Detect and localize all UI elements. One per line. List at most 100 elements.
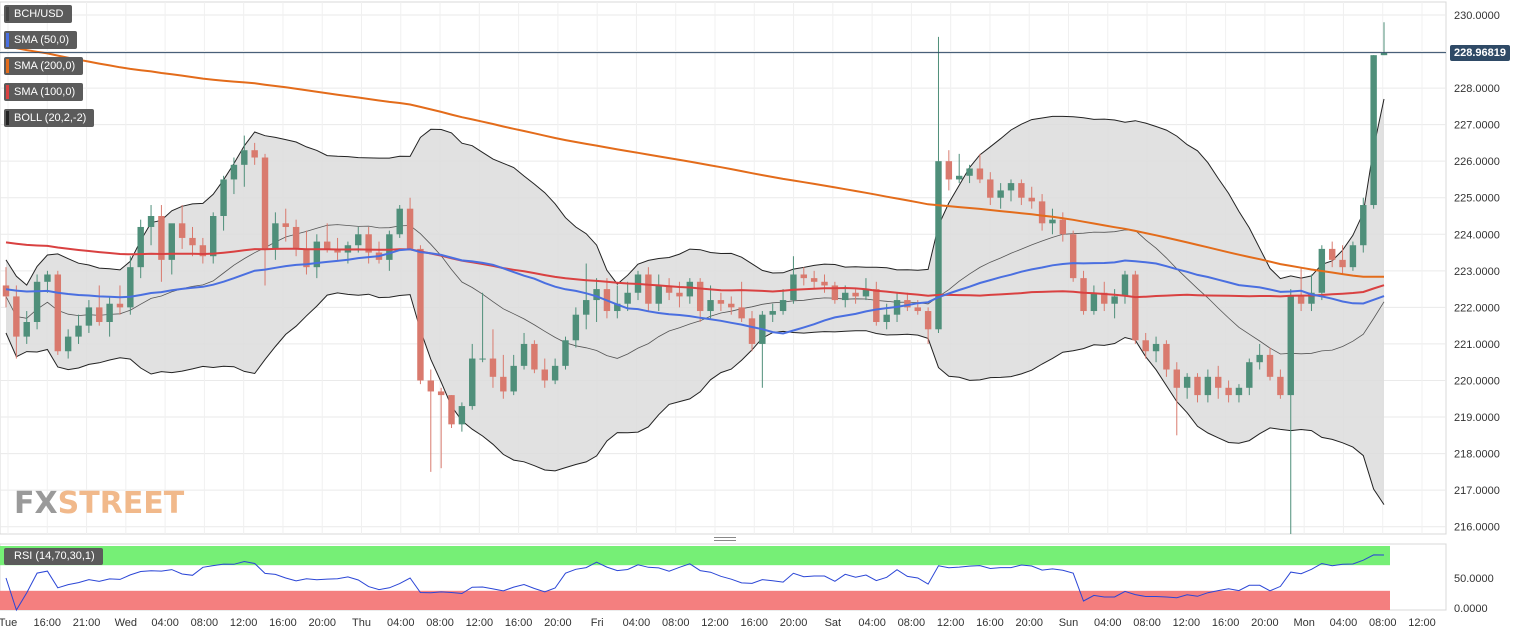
time-tick-label: Fri (591, 617, 604, 629)
legend-item-rsi[interactable]: RSI (14,70,30,1) (4, 548, 103, 565)
bollinger-lower-line (5, 292, 1385, 505)
price-tick-label: 223.0000 (1454, 266, 1500, 278)
candle-down (1328, 248, 1336, 260)
legend-item-sma100[interactable]: SMA (100,0) (4, 83, 84, 101)
time-tick-label: 16:00 (269, 617, 297, 629)
legend-item-sma200[interactable]: SMA (200,0) (4, 57, 84, 75)
sma-100-line (5, 241, 1385, 299)
candle-down (13, 296, 20, 337)
candle-up (1121, 274, 1129, 297)
candle-up (469, 358, 476, 407)
time-tick-label: 08:00 (1133, 617, 1161, 629)
candle-down (500, 376, 507, 392)
legend-label: SMA (100,0) (14, 86, 76, 98)
time-tick-label: 08:00 (426, 617, 454, 629)
price-axis[interactable]: 216.0000 217.0000 218.0000 219.0000 220.0000… (1454, 10, 1500, 534)
rsi-tick-label: 0.0000 (1454, 603, 1488, 615)
candle-up (966, 168, 973, 176)
time-tick-label: 16:00 (976, 617, 1004, 629)
candle-up (23, 322, 30, 337)
candle-up (64, 336, 72, 352)
candle-down (199, 245, 207, 257)
legend-item-sma50[interactable]: SMA (50,0) (4, 31, 78, 49)
rsi-tick-label: 50.0000 (1454, 573, 1494, 585)
candle-down (541, 369, 548, 381)
candle-down (282, 223, 289, 227)
legend-label: SMA (200,0) (14, 60, 76, 72)
candle-up (1183, 376, 1191, 388)
legend-swatch (6, 7, 9, 21)
time-tick-label: 12:00 (1408, 617, 1436, 629)
candle-down (1173, 369, 1180, 388)
time-tick-label: 20:00 (1251, 617, 1279, 629)
time-tick-label: 04:00 (623, 617, 651, 629)
candle-up (1090, 292, 1098, 312)
time-tick-label: 12:00 (701, 617, 729, 629)
candle-up (520, 343, 528, 366)
candle-down (1225, 387, 1232, 396)
time-tick-label: 20:00 (308, 617, 336, 629)
candle-down (1038, 201, 1046, 224)
candle-down (1266, 354, 1274, 377)
time-tick-label: 04:00 (858, 617, 886, 629)
legend-swatch (6, 33, 9, 47)
candle-down (976, 168, 984, 180)
time-tick-label: 04:00 (1094, 617, 1122, 629)
candle-down (96, 307, 103, 322)
candle-down (448, 395, 455, 425)
price-tick-label: 224.0000 (1454, 229, 1500, 241)
candle-up (396, 208, 403, 235)
candle-down (852, 292, 859, 297)
candle-up (106, 303, 113, 322)
candle-up (272, 223, 279, 249)
time-tick-label: 04:00 (151, 617, 179, 629)
time-axis[interactable]: Tue 16:00 21:00 Wed 04:00 08:00 12:00 16:00 20:0… (0, 617, 1436, 629)
time-tick-label: 12:00 (230, 617, 258, 629)
legend-label: BOLL (20,2,-2) (14, 112, 87, 124)
candle-up (355, 234, 362, 246)
candle-down (417, 248, 424, 381)
candle-up (582, 300, 590, 315)
candle-down (810, 278, 818, 282)
legend-item-symbol[interactable]: BCH/USD (4, 5, 72, 23)
candle-down (303, 248, 310, 268)
candle-up (220, 179, 227, 216)
candle-up (33, 281, 41, 322)
candle-down (1028, 197, 1035, 202)
legend-swatch (6, 85, 9, 99)
candle-down (261, 157, 269, 249)
time-tick-label: 21:00 (73, 617, 101, 629)
candle-down (676, 292, 683, 297)
price-tick-label: 225.0000 (1454, 193, 1500, 205)
time-tick-label: 20:00 (544, 617, 572, 629)
candle-up (168, 223, 175, 260)
candle-up (44, 274, 51, 282)
time-tick-label: 08:00 (662, 617, 690, 629)
legend-item-boll[interactable]: BOLL (20,2,-2) (4, 109, 95, 127)
candle-down (945, 161, 953, 180)
panel-resize-handle[interactable] (714, 537, 736, 542)
candle-down (1069, 234, 1077, 279)
bollinger-middle-line (5, 224, 1385, 359)
candle-down (116, 303, 124, 308)
time-tick-label: 12:00 (937, 617, 965, 629)
candle-up (572, 314, 580, 341)
fxstreet-logo: FXSTREET (14, 486, 185, 521)
price-tick-label: 216.0000 (1454, 522, 1500, 534)
price-tick-label: 230.0000 (1454, 10, 1500, 22)
price-tick-label: 221.0000 (1454, 339, 1500, 351)
candle-up (1204, 376, 1212, 396)
candle-up (230, 164, 238, 180)
candle-up (862, 289, 870, 297)
candle-down (696, 281, 704, 312)
candle-down (1018, 183, 1025, 198)
candle-down (1194, 376, 1201, 396)
candle-down (323, 241, 331, 249)
candle-up (779, 300, 787, 312)
candle-up (210, 216, 217, 257)
candle-down (645, 274, 652, 304)
candle-up (137, 226, 144, 268)
candle-up (85, 307, 93, 326)
bollinger-band-fill (6, 99, 1384, 505)
